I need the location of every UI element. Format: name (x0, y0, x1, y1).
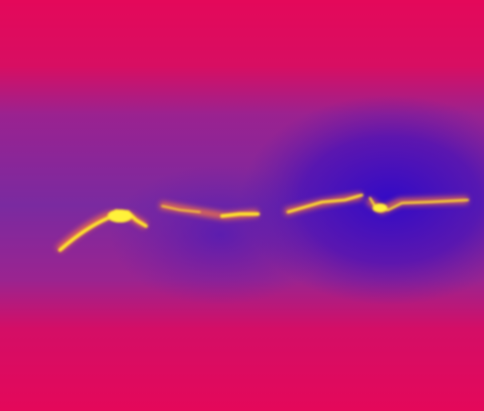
dark-region (110, 165, 330, 305)
filament (58, 193, 469, 252)
